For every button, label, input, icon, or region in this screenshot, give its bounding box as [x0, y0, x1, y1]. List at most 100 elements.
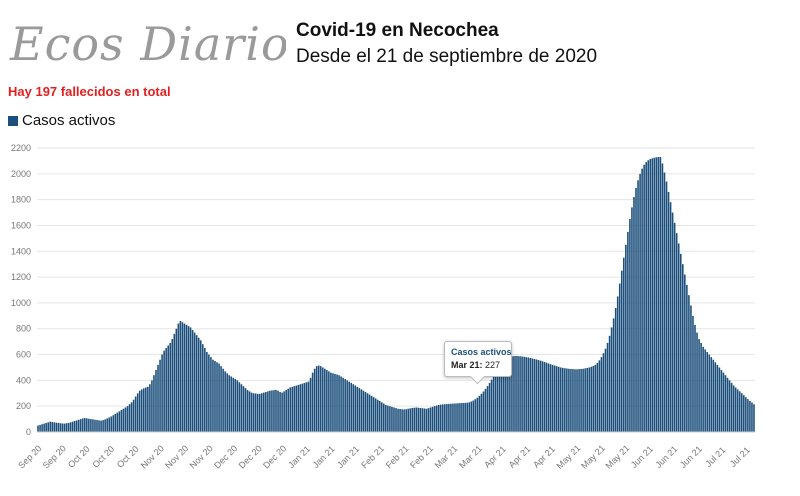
- bar[interactable]: [661, 163, 664, 433]
- bar[interactable]: [75, 420, 78, 432]
- bar[interactable]: [590, 366, 593, 432]
- bar[interactable]: [423, 408, 426, 432]
- bar[interactable]: [413, 407, 416, 432]
- bar[interactable]: [49, 421, 52, 432]
- bar[interactable]: [134, 396, 137, 433]
- bar[interactable]: [452, 403, 454, 432]
- bar[interactable]: [263, 392, 265, 432]
- bar[interactable]: [543, 361, 546, 432]
- bar[interactable]: [472, 400, 475, 433]
- bar[interactable]: [309, 377, 312, 432]
- bar[interactable]: [88, 418, 90, 432]
- bar[interactable]: [65, 423, 68, 432]
- bar[interactable]: [212, 359, 214, 432]
- bar[interactable]: [98, 420, 100, 432]
- bar[interactable]: [189, 327, 192, 432]
- bar[interactable]: [86, 418, 88, 432]
- bar[interactable]: [482, 391, 485, 432]
- bar[interactable]: [728, 380, 731, 432]
- bar[interactable]: [411, 407, 414, 432]
- bar[interactable]: [197, 337, 200, 432]
- bar[interactable]: [179, 320, 182, 432]
- bar[interactable]: [348, 381, 351, 432]
- bar[interactable]: [631, 207, 633, 432]
- bar[interactable]: [378, 401, 381, 432]
- bar[interactable]: [647, 160, 650, 432]
- bar[interactable]: [124, 407, 127, 432]
- bar[interactable]: [606, 342, 609, 432]
- bar[interactable]: [669, 202, 672, 432]
- bar[interactable]: [740, 393, 743, 432]
- bar[interactable]: [492, 376, 495, 432]
- bar[interactable]: [480, 393, 483, 432]
- bar[interactable]: [427, 408, 430, 432]
- bar[interactable]: [572, 369, 574, 432]
- bar[interactable]: [429, 407, 432, 432]
- bar[interactable]: [511, 356, 513, 432]
- bar[interactable]: [385, 404, 387, 432]
- bar[interactable]: [313, 368, 316, 432]
- bar[interactable]: [305, 382, 308, 432]
- bar[interactable]: [84, 418, 86, 432]
- bar[interactable]: [299, 384, 302, 432]
- bar[interactable]: [358, 388, 361, 432]
- bar[interactable]: [570, 369, 572, 432]
- bar[interactable]: [498, 366, 501, 432]
- bar[interactable]: [330, 372, 332, 432]
- bar[interactable]: [724, 375, 727, 432]
- bar[interactable]: [515, 355, 517, 432]
- bar[interactable]: [494, 373, 497, 432]
- bar[interactable]: [525, 357, 527, 432]
- bar[interactable]: [517, 356, 519, 432]
- bar[interactable]: [374, 398, 377, 432]
- bar[interactable]: [521, 356, 523, 432]
- bar[interactable]: [604, 348, 607, 432]
- bar[interactable]: [226, 373, 228, 432]
- bar[interactable]: [535, 359, 538, 432]
- bar[interactable]: [218, 363, 220, 432]
- bar[interactable]: [55, 422, 58, 432]
- bar[interactable]: [698, 339, 700, 432]
- bar[interactable]: [214, 361, 216, 432]
- bar[interactable]: [338, 375, 340, 432]
- bar[interactable]: [592, 366, 595, 432]
- bar[interactable]: [576, 369, 578, 432]
- bar[interactable]: [368, 394, 371, 432]
- bar[interactable]: [637, 180, 639, 432]
- bar[interactable]: [527, 357, 530, 432]
- bar[interactable]: [484, 388, 487, 432]
- bar[interactable]: [667, 191, 670, 432]
- bar[interactable]: [391, 406, 393, 432]
- bar[interactable]: [193, 332, 196, 432]
- bar[interactable]: [362, 390, 365, 432]
- bar[interactable]: [149, 384, 151, 432]
- bar[interactable]: [126, 406, 129, 432]
- bar[interactable]: [185, 324, 188, 432]
- bar[interactable]: [722, 372, 725, 432]
- bar[interactable]: [614, 308, 617, 432]
- bar[interactable]: [444, 404, 446, 432]
- bar[interactable]: [273, 390, 275, 432]
- bar[interactable]: [751, 402, 753, 432]
- bar[interactable]: [43, 423, 45, 432]
- bar[interactable]: [507, 357, 509, 432]
- bar[interactable]: [496, 370, 499, 432]
- bar[interactable]: [315, 366, 318, 432]
- bar[interactable]: [594, 364, 597, 432]
- bar[interactable]: [380, 402, 383, 432]
- bar[interactable]: [224, 371, 226, 432]
- bar[interactable]: [710, 357, 713, 432]
- bar[interactable]: [500, 363, 503, 432]
- bar[interactable]: [242, 386, 245, 432]
- bar[interactable]: [252, 393, 255, 432]
- bar[interactable]: [574, 369, 576, 432]
- bar[interactable]: [295, 385, 298, 432]
- bar[interactable]: [53, 422, 56, 432]
- bar[interactable]: [665, 181, 668, 432]
- bar[interactable]: [118, 411, 121, 432]
- bar[interactable]: [712, 359, 715, 432]
- bar[interactable]: [643, 164, 645, 432]
- bar[interactable]: [639, 173, 641, 432]
- bar[interactable]: [364, 391, 367, 432]
- bar[interactable]: [468, 402, 471, 432]
